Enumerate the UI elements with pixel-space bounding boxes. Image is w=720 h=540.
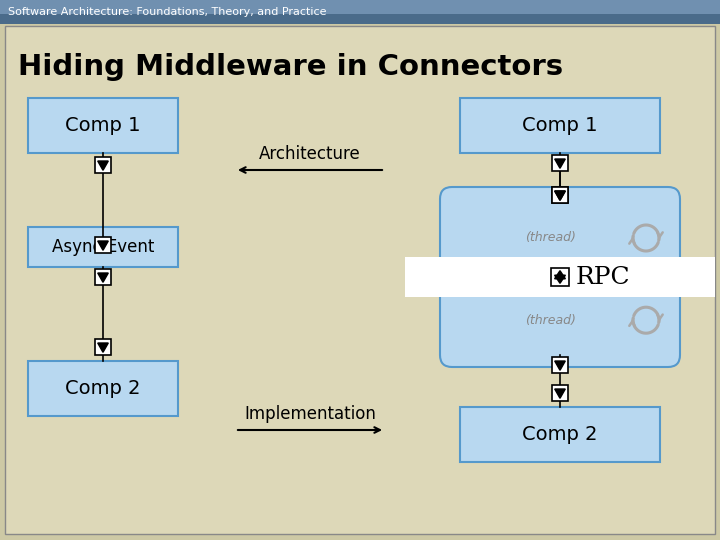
FancyBboxPatch shape — [460, 98, 660, 153]
FancyBboxPatch shape — [0, 0, 720, 14]
Text: Architecture: Architecture — [259, 145, 361, 163]
FancyBboxPatch shape — [95, 237, 111, 253]
FancyBboxPatch shape — [28, 98, 178, 153]
FancyBboxPatch shape — [95, 339, 111, 355]
Polygon shape — [554, 191, 565, 200]
FancyBboxPatch shape — [552, 187, 568, 203]
FancyBboxPatch shape — [551, 268, 569, 286]
FancyBboxPatch shape — [28, 361, 178, 416]
Text: Software Architecture: Foundations, Theory, and Practice: Software Architecture: Foundations, Theo… — [8, 7, 326, 17]
FancyBboxPatch shape — [552, 385, 568, 401]
Polygon shape — [98, 241, 108, 250]
FancyBboxPatch shape — [460, 407, 660, 462]
FancyBboxPatch shape — [440, 283, 680, 367]
Polygon shape — [554, 389, 565, 399]
FancyBboxPatch shape — [95, 157, 111, 173]
Polygon shape — [554, 271, 565, 279]
Polygon shape — [98, 161, 108, 170]
FancyBboxPatch shape — [0, 0, 720, 24]
Text: Comp 2: Comp 2 — [522, 425, 598, 444]
Polygon shape — [554, 361, 565, 370]
Text: (thread): (thread) — [525, 314, 575, 327]
Polygon shape — [554, 191, 565, 200]
Text: (thread): (thread) — [525, 232, 575, 245]
Polygon shape — [554, 159, 565, 168]
Polygon shape — [98, 343, 108, 352]
Text: Comp 1: Comp 1 — [66, 116, 140, 135]
Polygon shape — [554, 275, 565, 284]
Text: Implementation: Implementation — [244, 405, 376, 423]
Text: Hiding Middleware in Connectors: Hiding Middleware in Connectors — [18, 53, 563, 81]
FancyBboxPatch shape — [552, 155, 568, 171]
Text: Comp 2: Comp 2 — [66, 379, 140, 398]
FancyBboxPatch shape — [405, 257, 715, 297]
FancyBboxPatch shape — [28, 227, 178, 267]
FancyBboxPatch shape — [552, 187, 568, 203]
FancyBboxPatch shape — [95, 269, 111, 285]
Text: RPC: RPC — [576, 266, 631, 288]
Text: Comp 1: Comp 1 — [522, 116, 598, 135]
FancyBboxPatch shape — [552, 357, 568, 373]
Text: Async Event: Async Event — [52, 238, 154, 256]
FancyBboxPatch shape — [440, 187, 680, 271]
FancyBboxPatch shape — [5, 26, 715, 534]
Polygon shape — [98, 273, 108, 282]
